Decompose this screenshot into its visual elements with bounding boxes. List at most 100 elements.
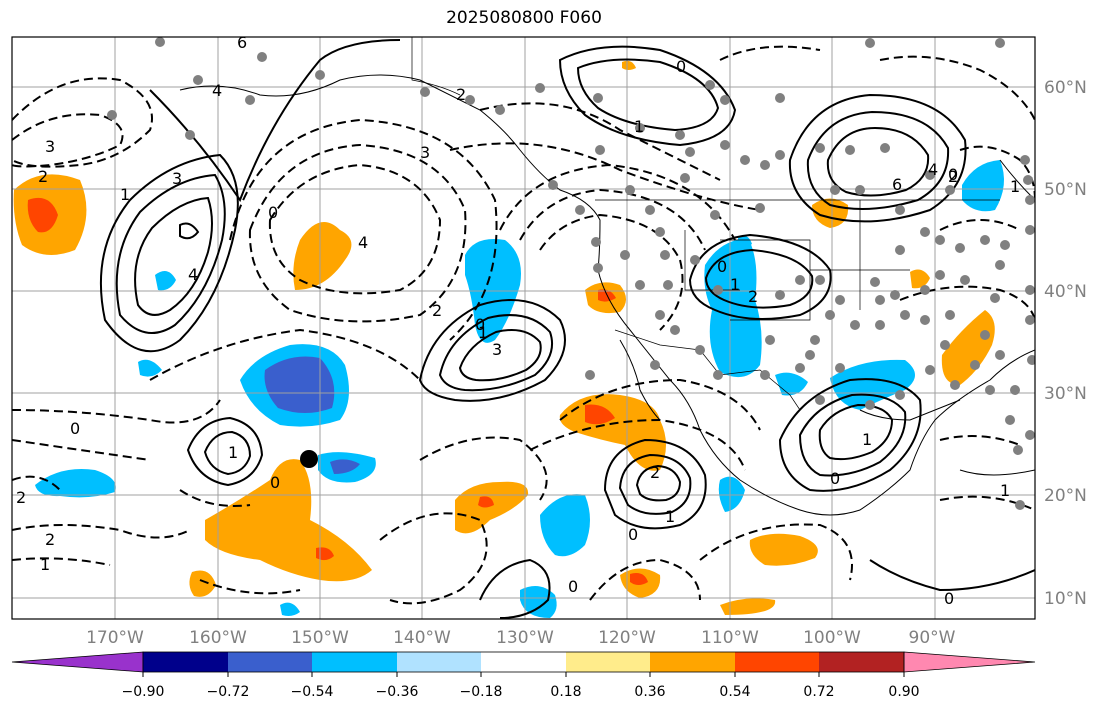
colorbar-tick-label: 0.72	[803, 684, 834, 700]
contour-label: 1	[40, 555, 50, 574]
map-gridlines	[12, 37, 1035, 619]
shade-negative	[962, 160, 1004, 212]
lon-label: 160°W	[189, 628, 247, 648]
lat-label: 20°N	[1044, 486, 1087, 506]
contour-label: 4	[212, 81, 222, 100]
shade-positive	[812, 198, 849, 228]
shade-positive	[720, 598, 776, 615]
shade-negative	[738, 236, 752, 248]
lon-label: 110°W	[701, 628, 759, 648]
colorbar-tick-label: −0.36	[376, 684, 419, 700]
colorbar-tick-label: 0.18	[550, 684, 581, 700]
lon-label: 90°W	[909, 628, 956, 648]
shade-negative	[35, 469, 116, 498]
colorbar-segment	[481, 652, 566, 672]
colorbar-tick-label: −0.90	[122, 684, 165, 700]
shade-negative	[540, 494, 590, 557]
contour-label: 4	[188, 265, 198, 284]
contour-label: 0	[568, 577, 578, 596]
contour-label: 6	[892, 175, 902, 194]
shade-negative	[138, 359, 162, 377]
contour-label: 0	[944, 589, 954, 608]
location-marker	[300, 450, 318, 468]
contours-negative	[12, 45, 1035, 605]
colorbar: −0.90 −0.72 −0.54 −0.36 −0.18 0.18 0.36 …	[11, 651, 1036, 700]
contour-label: 1	[730, 275, 740, 294]
shade-positive	[622, 60, 636, 70]
colorbar-tick-label: −0.18	[460, 684, 503, 700]
longitude-labels: 170°W 160°W 150°W 140°W 130°W 120°W 110°…	[86, 628, 956, 648]
lat-label: 50°N	[1044, 180, 1087, 200]
contour-label: 3	[172, 169, 182, 188]
contour-label: 3	[45, 137, 55, 156]
contour-label: 0	[628, 525, 638, 544]
contour-label: 0	[830, 469, 840, 488]
shade-negative	[520, 586, 557, 618]
shade-negative	[280, 602, 300, 616]
lon-label: 130°W	[496, 628, 554, 648]
shade-positive	[189, 570, 216, 597]
contour-label: 2	[456, 85, 466, 104]
shade-negative	[718, 476, 745, 512]
contour-labels: 6 4 3 2 1 3 4 0 4 3 2 1 0 3 2 1 0 6 4 2 …	[16, 33, 1020, 608]
shade-negative	[155, 271, 176, 291]
colorbar-extend-high	[903, 651, 1036, 673]
lon-label: 150°W	[291, 628, 349, 648]
contour-label: 1	[1010, 177, 1020, 196]
contour-label: 1	[120, 185, 130, 204]
colorbar-segment	[735, 652, 819, 672]
contour-label: 0	[948, 165, 958, 184]
lon-label: 140°W	[393, 628, 451, 648]
contour-label: 2	[38, 167, 48, 186]
colorbar-tick-label: 0.54	[719, 684, 750, 700]
contour-label: 2	[45, 530, 55, 549]
shade-strong-positive	[585, 404, 615, 425]
colorbar-tick-label: −0.72	[207, 684, 250, 700]
map-frame	[11, 36, 1036, 620]
contour-label: 1	[228, 443, 238, 462]
station-dots	[107, 37, 1035, 510]
colorbar-tick-label: −0.54	[291, 684, 334, 700]
colorbar-segment	[819, 652, 904, 672]
contour-label: 0	[676, 57, 686, 76]
colorbar-extend-low	[11, 651, 144, 673]
contour-label: 2	[432, 301, 442, 320]
contour-label: 1	[862, 430, 872, 449]
contour-label: 2	[650, 463, 660, 482]
lon-label: 170°W	[86, 628, 144, 648]
lon-label: 120°W	[598, 628, 656, 648]
shade-strong-positive	[630, 573, 648, 585]
shade-positive	[293, 222, 352, 290]
contour-label: 0	[475, 315, 485, 334]
shade-positive	[910, 269, 930, 289]
colorbar-segment	[143, 652, 228, 672]
shade-negative	[704, 238, 762, 378]
contour-label: 2	[748, 287, 758, 306]
latitude-labels: 60°N 50°N 40°N 30°N 20°N 10°N	[1044, 78, 1087, 609]
political-borders	[411, 37, 1000, 411]
shade-strong-positive	[27, 197, 58, 233]
contour-label: 1	[634, 117, 644, 136]
contour-label: 6	[237, 33, 247, 52]
contour-label: 0	[70, 419, 80, 438]
shade-strong-positive	[478, 496, 494, 508]
shade-negative	[830, 359, 915, 410]
contour-label: 0	[717, 257, 727, 276]
colorbar-segment	[397, 652, 481, 672]
colorbar-ticks	[142, 672, 905, 677]
map-area	[12, 37, 1035, 619]
figure-title: 2025080800 F060	[446, 8, 602, 28]
lat-label: 40°N	[1044, 282, 1087, 302]
colorbar-tick-label: 0.90	[888, 684, 919, 700]
shade-strong-negative	[330, 459, 360, 474]
contour-label: 4	[928, 160, 938, 179]
contour-label: 0	[270, 473, 280, 492]
colorbar-segment	[650, 652, 735, 672]
contour-label: 3	[420, 143, 430, 162]
lat-label: 10°N	[1044, 589, 1087, 609]
contour-label: 2	[948, 167, 958, 186]
contour-label: 3	[492, 340, 502, 359]
shade-positive	[749, 533, 818, 566]
colorbar-segment	[228, 652, 312, 672]
